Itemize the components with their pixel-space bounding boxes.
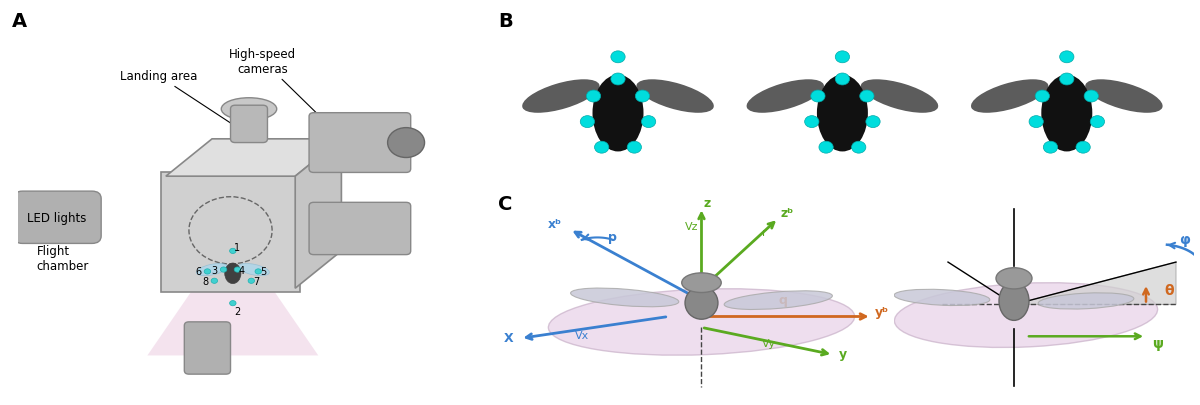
Text: Vy: Vy xyxy=(762,339,776,349)
Text: 2: 2 xyxy=(234,306,240,316)
Circle shape xyxy=(1043,142,1057,154)
Text: zᵇ: zᵇ xyxy=(780,206,793,219)
Circle shape xyxy=(204,269,211,274)
Ellipse shape xyxy=(1042,75,1092,152)
Circle shape xyxy=(594,142,608,154)
Ellipse shape xyxy=(998,282,1030,321)
Circle shape xyxy=(1091,116,1104,128)
Circle shape xyxy=(1084,91,1098,103)
Circle shape xyxy=(811,91,826,103)
Text: X: X xyxy=(504,331,514,344)
Text: 3: 3 xyxy=(211,265,217,275)
Text: 6: 6 xyxy=(196,267,202,277)
Ellipse shape xyxy=(685,287,718,320)
Text: p: p xyxy=(608,230,617,243)
Text: ψ: ψ xyxy=(1152,336,1163,350)
Circle shape xyxy=(388,128,425,158)
Polygon shape xyxy=(166,139,341,177)
Text: 5: 5 xyxy=(259,267,266,277)
Text: Landing area: Landing area xyxy=(120,70,246,134)
Ellipse shape xyxy=(238,264,269,276)
Circle shape xyxy=(1030,116,1043,128)
Circle shape xyxy=(1036,91,1050,103)
Circle shape xyxy=(996,268,1032,289)
Polygon shape xyxy=(148,288,318,356)
Circle shape xyxy=(866,116,880,128)
Circle shape xyxy=(1060,74,1074,86)
Text: LED lights: LED lights xyxy=(28,211,86,224)
Ellipse shape xyxy=(570,288,679,307)
Circle shape xyxy=(611,74,625,86)
Circle shape xyxy=(1076,142,1091,154)
Circle shape xyxy=(229,249,236,254)
Text: Flight
chamber: Flight chamber xyxy=(36,245,89,273)
Text: yᵇ: yᵇ xyxy=(875,306,889,319)
Text: xᵇ: xᵇ xyxy=(548,217,562,230)
Ellipse shape xyxy=(522,80,600,113)
Ellipse shape xyxy=(746,80,824,113)
Polygon shape xyxy=(1014,262,1176,305)
Circle shape xyxy=(229,301,236,306)
Text: θ: θ xyxy=(1164,283,1174,297)
Ellipse shape xyxy=(197,264,228,276)
Circle shape xyxy=(852,142,866,154)
Ellipse shape xyxy=(724,291,833,310)
Ellipse shape xyxy=(1038,293,1134,309)
Circle shape xyxy=(256,269,262,274)
Circle shape xyxy=(835,52,850,64)
Ellipse shape xyxy=(221,98,277,121)
Text: Vx: Vx xyxy=(575,330,589,341)
Circle shape xyxy=(818,142,833,154)
Circle shape xyxy=(635,91,649,103)
Circle shape xyxy=(628,142,642,154)
Circle shape xyxy=(642,116,655,128)
Ellipse shape xyxy=(548,289,854,355)
Text: Vz: Vz xyxy=(685,222,698,232)
Text: B: B xyxy=(498,12,512,31)
Ellipse shape xyxy=(636,80,714,113)
Text: C: C xyxy=(498,194,512,213)
Text: 7: 7 xyxy=(253,276,259,286)
Text: High-speed
cameras: High-speed cameras xyxy=(229,47,348,144)
Circle shape xyxy=(859,91,874,103)
FancyBboxPatch shape xyxy=(310,113,410,173)
Text: y: y xyxy=(839,347,847,360)
Circle shape xyxy=(221,267,227,273)
FancyBboxPatch shape xyxy=(185,322,230,374)
Circle shape xyxy=(805,116,818,128)
Text: 1: 1 xyxy=(234,243,240,253)
Circle shape xyxy=(211,279,217,284)
Circle shape xyxy=(587,91,601,103)
Text: z: z xyxy=(703,197,710,210)
Circle shape xyxy=(248,279,254,284)
Ellipse shape xyxy=(860,80,938,113)
Circle shape xyxy=(1060,52,1074,64)
Ellipse shape xyxy=(894,290,990,306)
Circle shape xyxy=(682,273,721,293)
Circle shape xyxy=(234,267,241,273)
Ellipse shape xyxy=(971,80,1049,113)
Circle shape xyxy=(835,74,850,86)
FancyBboxPatch shape xyxy=(310,203,410,255)
FancyBboxPatch shape xyxy=(230,106,268,143)
Polygon shape xyxy=(295,139,341,288)
Circle shape xyxy=(611,52,625,64)
Ellipse shape xyxy=(894,283,1158,347)
Text: q: q xyxy=(779,293,787,306)
Text: φ: φ xyxy=(1180,232,1190,246)
Text: A: A xyxy=(12,12,28,31)
Text: r: r xyxy=(762,227,767,237)
FancyBboxPatch shape xyxy=(13,192,101,244)
Text: 4: 4 xyxy=(239,265,245,275)
Ellipse shape xyxy=(224,263,241,284)
Ellipse shape xyxy=(593,75,643,152)
Text: 8: 8 xyxy=(202,276,208,286)
FancyBboxPatch shape xyxy=(161,173,300,292)
Ellipse shape xyxy=(1085,80,1163,113)
Ellipse shape xyxy=(817,75,868,152)
Circle shape xyxy=(581,116,594,128)
